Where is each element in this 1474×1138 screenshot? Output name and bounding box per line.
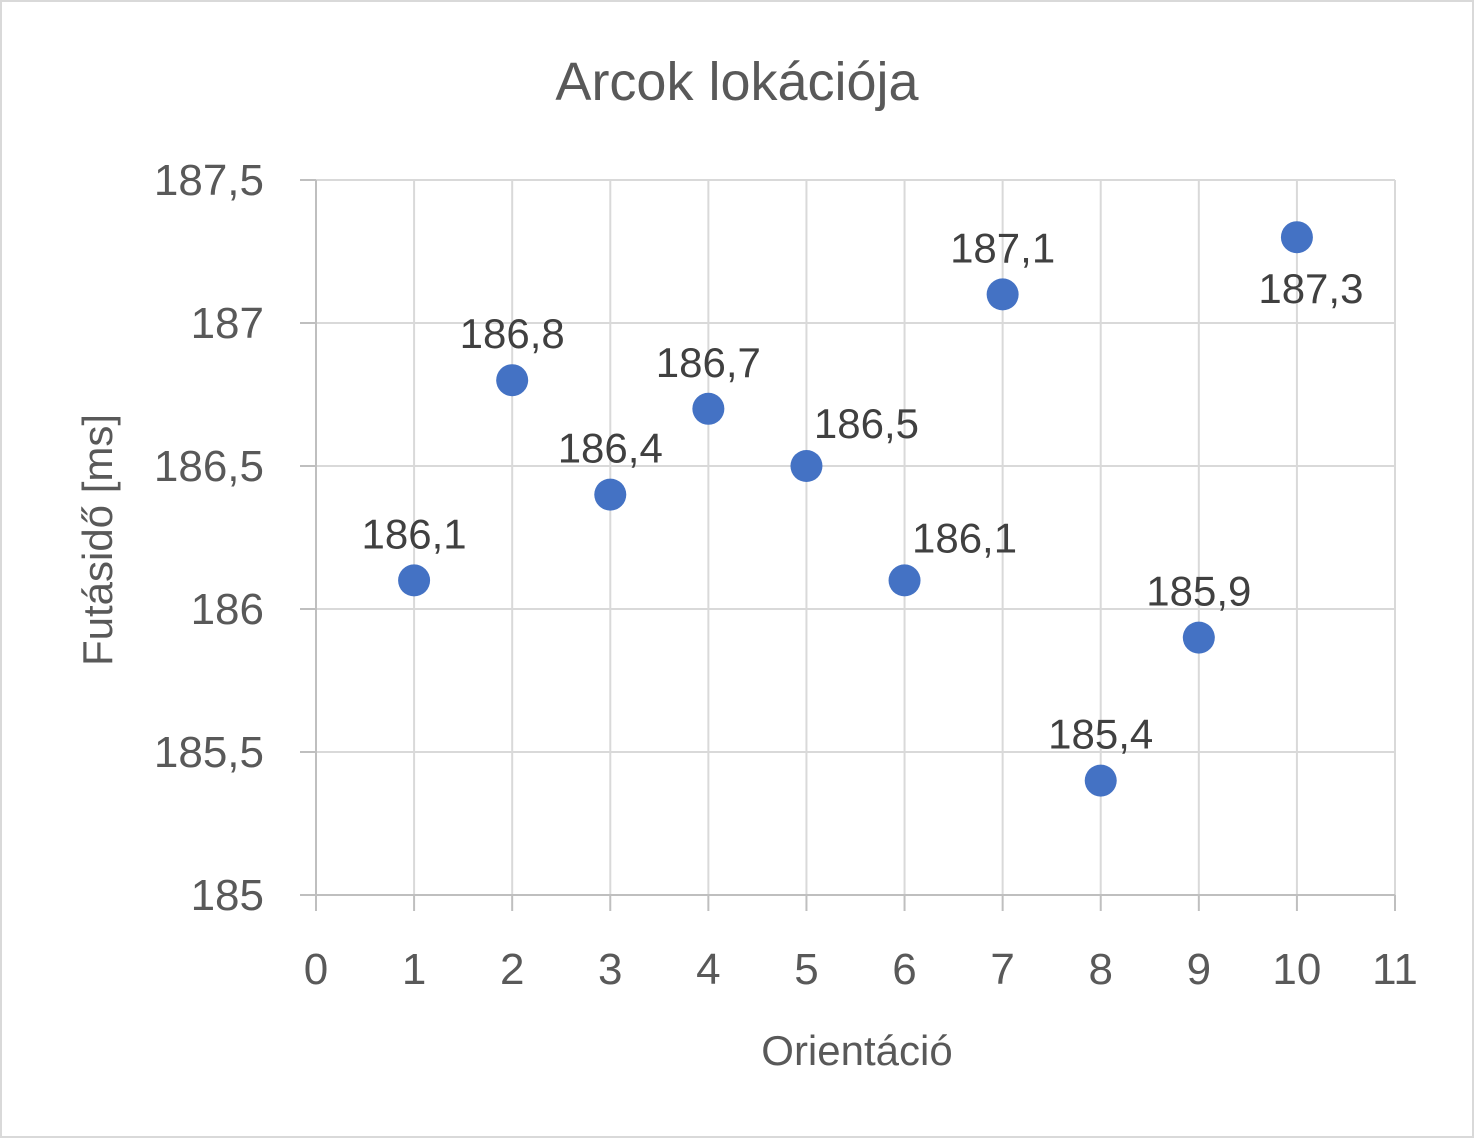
x-axis-title: Orientáció: [761, 1027, 952, 1074]
chart-title: Arcok lokációja: [555, 52, 919, 112]
data-point: [1084, 764, 1117, 797]
x-tick-label: 7: [990, 945, 1014, 994]
data-point: [496, 364, 529, 397]
x-tick-label: 9: [1187, 945, 1211, 994]
data-label: 187,1: [950, 224, 1055, 271]
data-point: [1280, 221, 1313, 254]
x-tick-label: 1: [402, 945, 426, 994]
y-axis-ticks: 185 185,5 186 186,5 187 187,5: [154, 156, 264, 920]
data-point: [398, 564, 431, 597]
y-tick-label: 185,5: [154, 728, 264, 777]
data-labels: 186,1 186,8 186,4 186,7 186,5 186,1 187,1 185,4…: [362, 224, 1364, 757]
data-point: [1182, 621, 1215, 654]
data-label: 186,7: [656, 339, 761, 386]
y-axis-title: Futásidő [ms]: [74, 414, 121, 666]
x-tick-label: 8: [1088, 945, 1112, 994]
data-label: 186,8: [460, 310, 565, 357]
x-axis-ticks: 0 1 2 3 4 5 6 7 8 9 10 11: [304, 945, 1418, 994]
x-tick-label: 5: [794, 945, 818, 994]
x-tick-label: 6: [892, 945, 916, 994]
data-points: [398, 221, 1313, 797]
y-tick-label: 186,5: [154, 442, 264, 491]
data-label: 186,1: [912, 514, 1017, 561]
data-point: [986, 278, 1019, 311]
y-tick-label: 185: [191, 871, 264, 920]
x-tick-label: 3: [598, 945, 622, 994]
data-label: 185,9: [1146, 568, 1251, 615]
gridlines: [316, 179, 1396, 895]
data-label: 187,3: [1258, 265, 1363, 312]
x-tick-label: 4: [696, 945, 720, 994]
data-point: [790, 450, 823, 482]
data-label: 186,1: [362, 510, 467, 557]
data-label: 186,5: [814, 400, 919, 447]
y-tick-label: 187,5: [154, 156, 264, 205]
x-tick-label: 2: [500, 945, 524, 994]
axes: [300, 179, 1396, 911]
y-tick-label: 187: [191, 299, 264, 348]
data-point: [594, 478, 627, 511]
data-label: 186,4: [558, 425, 663, 472]
x-tick-label: 10: [1272, 945, 1321, 994]
y-tick-label: 186: [191, 585, 264, 634]
x-tick-label: 0: [304, 945, 328, 994]
x-tick-label: 11: [1372, 945, 1418, 994]
data-point: [888, 564, 921, 597]
data-point: [692, 392, 725, 425]
data-label: 185,4: [1048, 711, 1153, 758]
